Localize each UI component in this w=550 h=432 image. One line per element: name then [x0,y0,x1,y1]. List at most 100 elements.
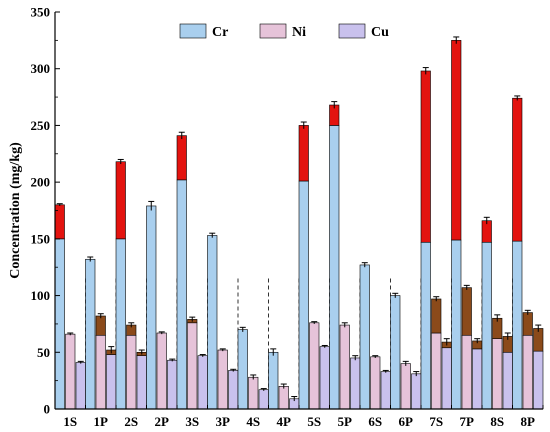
bar-cr-1p [85,258,96,410]
bar-cr-4p [268,351,279,410]
bar-cu-3s-error [199,354,206,357]
x-tick-label: 8P [521,414,536,429]
bar-cu-7p-total-error [474,338,481,344]
bar-cr-5s [298,180,309,410]
x-tick-label: 3P [216,414,231,429]
bar-ni-1s-error [67,332,74,336]
bar-cu-2p [167,359,178,410]
bar-ni-7p-increment [461,287,472,336]
bar-cr-7p-total-error [453,36,460,44]
bar-ni-8s [492,338,503,410]
bar-cr-2s-total-error [117,158,124,164]
bar-cr-8p-increment [512,97,523,242]
bar-cr-1s-increment [54,204,65,240]
bar-cu-6p-error [413,371,420,377]
x-tick-label: 5P [338,414,353,429]
bar-cr-6s [359,264,370,410]
bar-cu-2p-error [169,358,176,362]
bar-cr-3s-increment [176,135,187,181]
bar-cu-7s-total-error [443,338,450,346]
bar-cu-1s-error [77,360,84,364]
bar-cr-3s-total-error [178,131,185,140]
bar-cr-5p-total-error [331,101,338,109]
legend: Cr Ni Cu [179,23,389,40]
bar-cr-8s-total-error [483,216,490,225]
axes-layer: 1S 1P 2S 2P 3S 3P 4S 4P 5S 5P 6S 6P 7S 7P 8S 8P 0 50 100 15… [8,5,544,429]
bar-ni-8p-increment [522,312,533,336]
bar-ni-5p-error [341,322,348,328]
bar-cu-1p [106,354,117,410]
bar-ni-6s-error [372,355,379,358]
bar-cr-3p [207,235,218,410]
bar-ni-7p [461,334,472,410]
bar-ni-8s-total-error [494,314,501,322]
bar-ni-2p [156,332,167,410]
bar-ni-6s [370,356,381,410]
bar-cu-3s [197,355,208,410]
bar-ni-2p-error [158,331,165,335]
bar-cr-7s-total-error [422,67,429,75]
bar-ni-2s-total-error [128,322,135,328]
bar-cu-8p-total-error [535,324,542,332]
bars-layer [54,36,544,410]
x-tick-label: 2P [155,414,170,429]
bar-cr-7p [451,239,462,410]
legend-swatch [179,23,207,39]
bar-ni-7s [431,332,442,410]
bar-ni-8p-total-error [524,309,531,315]
bar-ni-7p-total-error [463,284,470,290]
bar-ni-3p [217,349,228,410]
bar-ni-5s [309,322,320,410]
bar-cr-2p [146,205,157,410]
y-tick-label: 200 [31,175,51,190]
x-tick-label: 3S [185,414,199,429]
bar-ni-8p [522,334,533,410]
bar-cr-5s-total-error [300,121,307,129]
bar-cu-6s-error [382,369,389,373]
legend-item-ni: Ni [259,23,306,40]
bar-cu-4s-error [260,388,267,391]
bar-ni-3s [187,322,198,410]
bar-ni-5s-error [311,321,318,324]
legend-swatch [338,23,366,39]
bar-ni-7s-total-error [433,296,440,302]
bar-cu-7p [472,348,483,410]
x-tick-label: 5S [307,414,321,429]
bar-cr-6s-error [361,262,368,268]
bar-ni-4s [248,376,259,410]
bar-cu-8p-increment [533,328,544,352]
y-tick-label: 350 [31,5,51,20]
bar-ni-4s-error [250,374,257,380]
bar-cu-6p [411,373,422,410]
bar-ni-4p [278,386,289,410]
legend-label: Cu [371,25,389,40]
bar-ni-1p-total-error [97,313,104,319]
bar-ni-1s [65,333,76,410]
bar-cr-2s-increment [115,161,126,240]
x-tick-label: 1P [94,414,109,429]
bar-cr-4p-error [270,348,277,356]
bar-cr-3s [176,179,187,410]
bar-ni-1p-increment [95,315,106,336]
y-tick-label: 100 [31,288,51,303]
bar-cu-7s [441,347,452,410]
y-axis-title: Concentration (mg/kg) [8,142,23,279]
x-tick-label: 4S [246,414,260,429]
bar-ni-7s-increment [431,298,442,334]
bar-cr-1s-total-error [56,203,63,206]
bar-cr-5p [329,125,340,410]
bar-cr-8p-total-error [514,95,521,101]
bar-ni-2s [126,334,137,410]
legend-label: Cr [212,25,228,40]
bar-cu-5s-error [321,344,328,348]
bar-cr-4s-error [239,326,246,332]
legend-item-cu: Cu [338,23,389,40]
bar-ni-5p [339,324,350,410]
bar-cr-8s [481,241,492,410]
bar-cr-6p-error [392,292,399,298]
bar-cu-4p-error [291,396,298,402]
bar-cu-5p [350,357,361,410]
bar-cr-3p-error [209,232,216,238]
x-tick-label: 2S [124,414,138,429]
